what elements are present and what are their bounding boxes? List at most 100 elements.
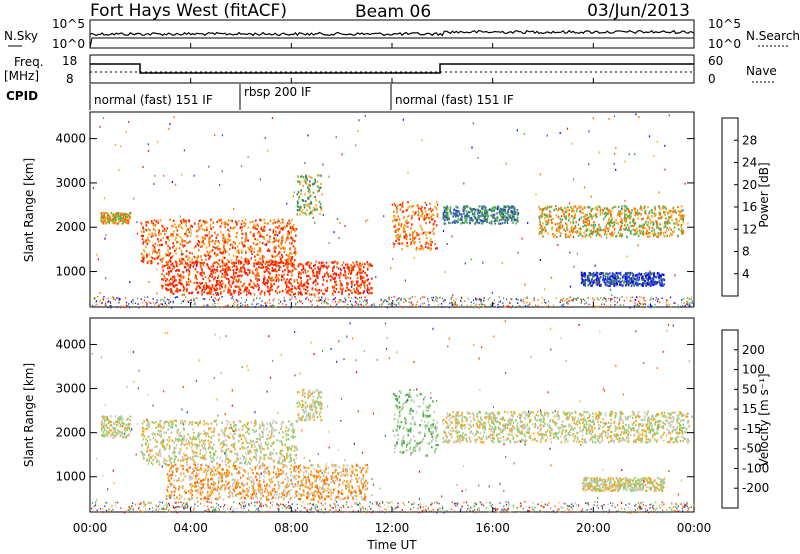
heat-cell xyxy=(102,434,105,437)
heat-cell xyxy=(550,215,552,218)
heat-cell xyxy=(398,242,401,245)
heat-cell xyxy=(604,215,607,218)
heat-cell xyxy=(620,217,622,220)
heat-cell xyxy=(156,251,158,254)
heat-cell xyxy=(280,300,282,303)
heat-cell xyxy=(254,238,256,241)
heat-cell xyxy=(168,253,170,256)
heat-cell xyxy=(189,280,192,283)
heat-cell xyxy=(224,241,227,244)
heat-cell xyxy=(558,230,560,233)
heat-cell xyxy=(171,307,173,309)
heat-cell xyxy=(682,221,685,224)
heat-cell xyxy=(420,306,422,308)
heat-cell xyxy=(289,225,292,228)
heat-cell xyxy=(226,240,229,243)
heat-cell xyxy=(354,300,356,303)
heat-cell xyxy=(619,209,621,212)
heat-cell xyxy=(147,221,149,224)
heat-cell xyxy=(111,221,114,224)
heat-cell xyxy=(563,215,566,218)
heat-cell xyxy=(200,282,202,285)
heat-cell xyxy=(511,205,513,208)
heat-cell xyxy=(188,231,190,234)
heat-cell xyxy=(286,236,289,239)
heat-cell xyxy=(324,288,326,291)
heat-cell xyxy=(547,218,550,221)
heat-cell xyxy=(293,293,295,296)
heat-cell xyxy=(137,303,139,305)
heat-cell xyxy=(316,275,319,278)
heat-cell xyxy=(429,238,432,241)
heat-cell xyxy=(260,292,262,296)
heat-cell xyxy=(188,256,191,259)
heat-cell xyxy=(608,217,611,220)
heat-cell xyxy=(482,303,484,306)
heat-cell xyxy=(267,271,270,274)
heat-cell xyxy=(280,222,282,225)
heat-cell xyxy=(266,234,268,237)
heat-cell xyxy=(624,219,626,222)
heat-cell xyxy=(185,269,188,271)
heat-cell xyxy=(578,227,580,230)
heat-cell xyxy=(214,305,216,307)
heat-cell xyxy=(215,234,218,237)
heat-cell xyxy=(113,427,115,430)
heat-cell xyxy=(249,221,251,224)
heat-cell xyxy=(186,282,189,285)
heat-cell xyxy=(236,304,238,307)
heat-cell xyxy=(120,219,122,222)
heat-cell xyxy=(451,235,453,238)
heat-cell xyxy=(623,228,625,231)
heat-cell xyxy=(169,282,171,285)
heat-cell xyxy=(634,301,636,304)
heat-cell xyxy=(587,206,590,209)
heat-cell xyxy=(654,280,656,283)
heat-cell xyxy=(366,284,369,287)
heat-cell xyxy=(566,228,569,231)
heat-cell xyxy=(568,202,571,205)
heat-cell xyxy=(190,229,192,232)
heat-cell xyxy=(664,144,666,147)
heat-cell xyxy=(322,214,324,216)
heat-cell xyxy=(287,292,290,295)
heat-cell xyxy=(502,213,504,216)
heat-cell xyxy=(634,274,636,277)
heat-cell xyxy=(225,426,228,429)
heat-cell xyxy=(420,297,422,300)
heat-cell xyxy=(163,227,166,230)
heat-cell xyxy=(286,284,288,287)
heat-cell xyxy=(119,217,121,220)
heat-cell xyxy=(223,241,226,244)
heat-cell xyxy=(167,270,170,273)
heat-cell xyxy=(545,215,547,218)
heat-cell xyxy=(620,284,622,287)
heat-cell xyxy=(334,305,336,308)
cpid-segment-1: normal (fast) 151 IF xyxy=(94,93,213,107)
heat-cell xyxy=(607,277,609,280)
heat-cell xyxy=(371,286,373,290)
heat-cell xyxy=(614,296,616,299)
heat-cell xyxy=(245,272,248,275)
heat-cell xyxy=(402,118,404,121)
heat-cell xyxy=(597,277,599,280)
heat-cell xyxy=(250,257,253,260)
heat-cell xyxy=(285,237,288,240)
heat-cell xyxy=(240,461,243,465)
heat-cell xyxy=(170,263,172,266)
heat-cell xyxy=(272,304,274,306)
heat-cell xyxy=(601,303,603,306)
heat-cell xyxy=(186,241,188,244)
heat-cell xyxy=(300,175,302,178)
power-heatmap xyxy=(90,113,695,309)
heat-cell xyxy=(652,223,655,226)
heat-cell xyxy=(171,262,174,265)
heat-cell xyxy=(310,300,312,303)
heat-cell xyxy=(161,286,164,289)
heat-cell xyxy=(185,231,187,234)
heat-cell xyxy=(420,244,422,247)
heat-cell xyxy=(242,304,244,306)
heat-cell xyxy=(226,277,228,280)
heat-cell xyxy=(509,207,511,210)
heat-cell xyxy=(208,230,211,233)
